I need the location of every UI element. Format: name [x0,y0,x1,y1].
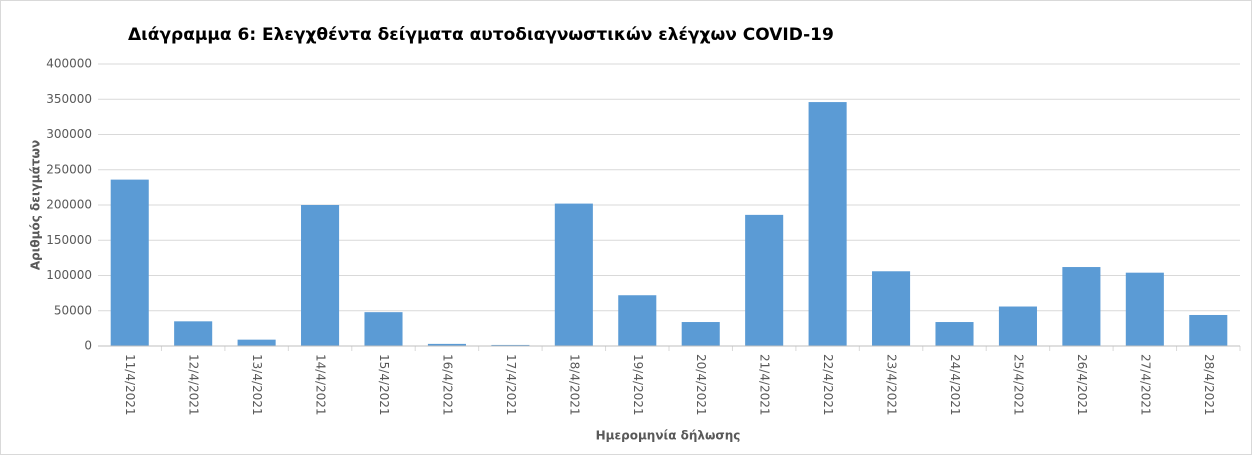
bar [427,343,466,346]
y-tick-label: 300000 [46,127,92,141]
y-tick-label: 150000 [46,233,92,247]
bar [872,271,911,346]
x-tick-label: 23/4/2021 [885,354,899,416]
x-tick-label: 17/4/2021 [504,354,518,416]
bar [935,322,974,346]
x-tick-label: 12/4/2021 [187,354,201,416]
x-tick-label: 21/4/2021 [758,354,772,416]
x-tick-label: 26/4/2021 [1075,354,1089,416]
y-axis-label: Αριθμός δειγμάτων [29,140,43,270]
x-tick-label: 13/4/2021 [250,354,264,416]
bar [364,312,403,346]
y-tick-label: 50000 [54,303,92,317]
x-tick-label: 25/4/2021 [1011,354,1025,416]
x-tick-label: 20/4/2021 [694,354,708,416]
y-tick-label: 0 [84,339,92,353]
bar [301,205,340,346]
x-tick-label: 28/4/2021 [1202,354,1216,416]
y-tick-label: 400000 [46,57,92,71]
bar [745,214,784,346]
x-axis-label: Ημερομηνία δήλωσης [596,429,741,443]
x-tick-label: 22/4/2021 [821,354,835,416]
x-tick-label: 27/4/2021 [1138,354,1152,416]
x-tick-label: 24/4/2021 [948,354,962,416]
y-tick-label: 200000 [46,198,92,212]
y-tick-label: 100000 [46,268,92,282]
x-tick-label: 15/4/2021 [377,354,391,416]
x-tick-label: 16/4/2021 [440,354,454,416]
y-tick-label: 250000 [46,162,92,176]
bar [618,295,657,346]
x-tick-label: 11/4/2021 [123,354,137,416]
bar [808,102,847,346]
x-tick-label: 19/4/2021 [631,354,645,416]
bar [110,179,149,346]
bar [237,339,276,346]
bar [998,306,1037,346]
x-tick-label: 14/4/2021 [314,354,328,416]
bar [1062,267,1101,346]
y-tick-label: 350000 [46,92,92,106]
bar [681,322,720,346]
bar [554,203,593,346]
x-tick-label: 18/4/2021 [567,354,581,416]
bar [1189,314,1228,346]
chart-title: Διάγραμμα 6: Ελεγχθέντα δείγματα αυτοδια… [128,25,834,45]
bar [1125,272,1164,346]
bar [174,321,213,346]
bar [491,344,530,346]
